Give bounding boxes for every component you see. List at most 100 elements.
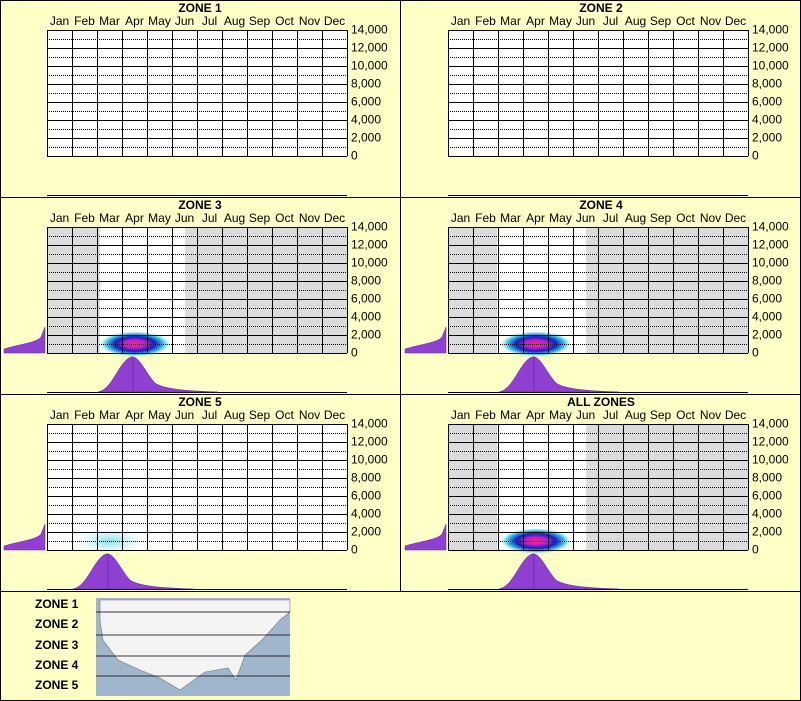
month-label: Sep xyxy=(650,14,672,28)
panel: ZONE 2 Jan Feb Mar Apr May Jun Jul Aug Sep Oct Nov D… xyxy=(448,1,789,196)
month-label: Apr xyxy=(526,211,545,225)
month-label: Jun xyxy=(576,14,595,28)
month-label: Apr xyxy=(125,211,144,225)
month-label: Apr xyxy=(125,14,144,28)
y-tick-label: 2,000 xyxy=(752,328,782,342)
month-label: Jul xyxy=(603,408,618,422)
month-label: Apr xyxy=(125,408,144,422)
y-tick-label: 14,000 xyxy=(351,417,388,431)
month-label: Aug xyxy=(224,408,245,422)
month-label: Jun xyxy=(175,408,194,422)
elevation-density xyxy=(404,326,447,354)
month-label: Jun xyxy=(175,14,194,28)
y-tick-label: 0 xyxy=(752,149,759,163)
month-label: Mar xyxy=(500,408,521,422)
month-label: Aug xyxy=(625,14,646,28)
y-tick-label: 12,000 xyxy=(752,238,789,252)
month-label: Jun xyxy=(175,211,194,225)
zone-legend-label: ZONE 1 xyxy=(35,597,79,611)
month-label: Oct xyxy=(676,14,695,28)
month-label: May xyxy=(148,14,171,28)
month-label: Sep xyxy=(249,14,271,28)
month-label: Jun xyxy=(576,211,595,225)
y-tick-label: 14,000 xyxy=(351,23,388,37)
month-label: Jul xyxy=(202,211,217,225)
month-label: Dec xyxy=(324,408,345,422)
month-label: Feb xyxy=(475,211,496,225)
month-label: Feb xyxy=(475,14,496,28)
y-tick-label: 10,000 xyxy=(351,453,388,467)
month-label: Dec xyxy=(324,14,345,28)
month-label: Sep xyxy=(650,408,672,422)
month-label: Oct xyxy=(676,408,695,422)
month-label: Dec xyxy=(725,14,746,28)
month-label: Oct xyxy=(676,211,695,225)
season-density xyxy=(97,356,219,393)
y-tick-label: 0 xyxy=(752,346,759,360)
zone-legend-label: ZONE 3 xyxy=(35,638,79,652)
zone-legend-label: ZONE 4 xyxy=(35,658,79,672)
month-label: Apr xyxy=(526,408,545,422)
y-tick-label: 0 xyxy=(351,346,358,360)
month-label: May xyxy=(148,408,171,422)
panel-title: ALL ZONES xyxy=(567,395,635,409)
y-tick-label: 6,000 xyxy=(351,95,381,109)
panel: ZONE 3 Jan Feb Mar Apr May Jun Jul Aug Sep Oct Nov D… xyxy=(3,198,388,393)
panel-title: ZONE 3 xyxy=(178,198,222,212)
month-label: Sep xyxy=(650,211,672,225)
y-tick-label: 12,000 xyxy=(351,238,388,252)
y-tick-label: 8,000 xyxy=(752,77,782,91)
panel: ZONE 1 Jan Feb Mar Apr May Jun Jul Aug Sep Oct Nov D… xyxy=(47,1,388,196)
month-label: Oct xyxy=(275,14,294,28)
y-tick-label: 10,000 xyxy=(351,59,388,73)
season-density xyxy=(498,553,620,590)
zone-legend-label: ZONE 2 xyxy=(35,617,79,631)
month-label: Sep xyxy=(249,408,271,422)
month-label: Oct xyxy=(275,408,294,422)
y-tick-label: 10,000 xyxy=(351,256,388,270)
y-tick-label: 6,000 xyxy=(752,95,782,109)
month-label: Nov xyxy=(299,408,320,422)
month-label: Sep xyxy=(249,211,271,225)
y-tick-label: 6,000 xyxy=(351,489,381,503)
month-label: Feb xyxy=(74,211,95,225)
y-tick-label: 0 xyxy=(752,543,759,557)
month-label: Mar xyxy=(500,14,521,28)
y-tick-label: 12,000 xyxy=(752,435,789,449)
month-label: Dec xyxy=(725,408,746,422)
y-tick-label: 12,000 xyxy=(351,41,388,55)
month-label: Nov xyxy=(700,211,721,225)
month-label: Nov xyxy=(700,408,721,422)
month-label: Nov xyxy=(299,14,320,28)
month-label: Jul xyxy=(202,14,217,28)
y-tick-label: 4,000 xyxy=(351,507,381,521)
y-tick-label: 10,000 xyxy=(752,256,789,270)
y-tick-label: 6,000 xyxy=(752,292,782,306)
y-tick-label: 14,000 xyxy=(351,220,388,234)
season-density xyxy=(498,356,620,393)
panel-title: ZONE 5 xyxy=(178,395,222,409)
month-label: Aug xyxy=(625,408,646,422)
y-tick-label: 8,000 xyxy=(752,274,782,288)
zone-legend-label: ZONE 5 xyxy=(35,678,79,692)
month-label: Aug xyxy=(224,14,245,28)
month-label: May xyxy=(148,211,171,225)
month-label: Mar xyxy=(99,14,120,28)
month-label: Jan xyxy=(50,408,69,422)
y-tick-label: 12,000 xyxy=(351,435,388,449)
elevation-density xyxy=(3,523,46,551)
elevation-density xyxy=(404,523,447,551)
y-tick-label: 8,000 xyxy=(351,471,381,485)
panel-title: ZONE 1 xyxy=(178,1,222,15)
panel-title: ZONE 2 xyxy=(579,1,623,15)
panel: ZONE 4 Jan Feb Mar Apr May Jun Jul Aug Sep Oct Nov D… xyxy=(404,198,789,393)
month-label: Aug xyxy=(224,211,245,225)
month-label: Jan xyxy=(451,211,470,225)
elevation-density xyxy=(3,326,46,354)
month-label: May xyxy=(549,408,572,422)
y-tick-label: 0 xyxy=(351,149,358,163)
map xyxy=(96,598,291,696)
panel: ALL ZONES Jan Feb Mar Apr May Jun Jul Aug Sep Oct N… xyxy=(404,395,789,590)
month-label: Jul xyxy=(603,211,618,225)
month-label: Mar xyxy=(99,408,120,422)
